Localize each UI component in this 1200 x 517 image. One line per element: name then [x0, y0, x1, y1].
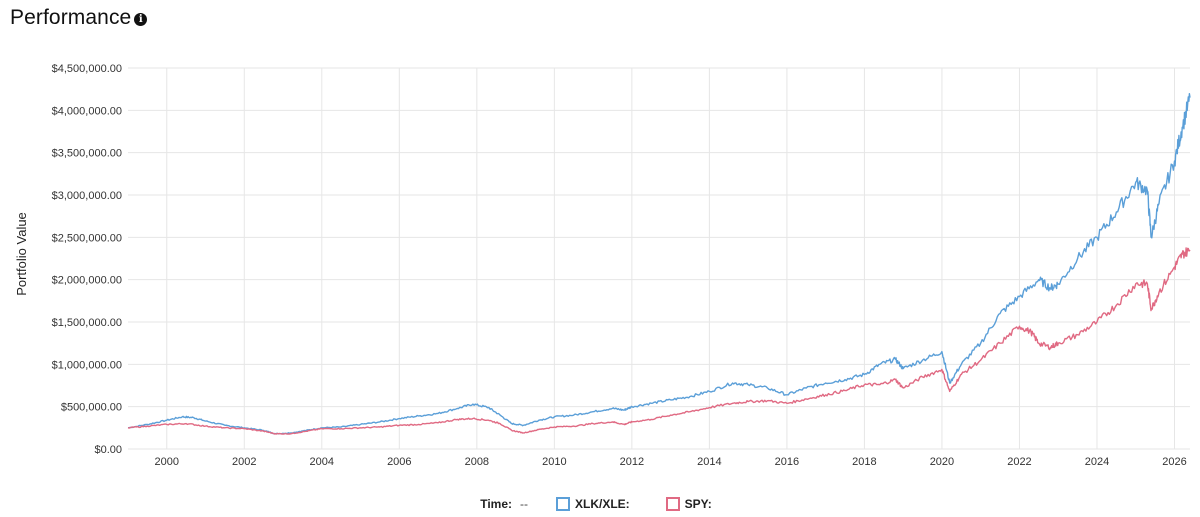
- legend-time-value: --: [520, 497, 528, 511]
- x-tick-label: 2014: [697, 456, 721, 468]
- legend-swatch-xlk-xle: [556, 497, 570, 511]
- x-tick-label: 2016: [775, 456, 799, 468]
- y-tick-label: $3,500,000.00: [52, 148, 122, 160]
- x-tick-label: 2026: [1162, 456, 1186, 468]
- y-axis-title: Portfolio Value: [14, 212, 29, 296]
- series-line-spy[interactable]: [127, 247, 1191, 435]
- y-tick-labels: $0.00 $500,000.00 $1,000,000.00 $1,500,000.…: [52, 63, 122, 456]
- y-tick-label: $0.00: [94, 444, 122, 456]
- y-tick-label: $500,000.00: [61, 402, 122, 414]
- x-tick-label: 2010: [542, 456, 566, 468]
- y-tick-label: $2,500,000.00: [52, 232, 122, 244]
- y-tick-label: $2,000,000.00: [52, 275, 122, 287]
- x-tick-label: 2022: [1007, 456, 1031, 468]
- x-tick-label: 2024: [1085, 456, 1109, 468]
- legend: Time: -- XLK/XLE: SPY:: [0, 497, 1200, 511]
- x-tick-label: 2008: [465, 456, 489, 468]
- legend-label-spy: SPY:: [684, 497, 712, 511]
- legend-item-xlk-xle[interactable]: XLK/XLE:: [556, 497, 638, 511]
- y-tick-label: $1,000,000.00: [52, 359, 122, 371]
- series-lines: [127, 93, 1191, 435]
- legend-item-spy[interactable]: SPY:: [665, 497, 720, 511]
- y-tick-label: $4,500,000.00: [52, 63, 122, 75]
- x-tick-label: 2020: [930, 456, 954, 468]
- y-gridlines: [128, 67, 1190, 450]
- legend-time: Time: --: [480, 497, 528, 511]
- x-tick-label: 2004: [310, 456, 334, 468]
- info-icon[interactable]: i: [134, 12, 148, 26]
- page-header: Performance i: [10, 6, 148, 30]
- series-line-xlk-xle[interactable]: [127, 93, 1191, 435]
- legend-time-label: Time:: [480, 497, 512, 511]
- x-tick-labels: 2000 2002 2004 2006 2008 2010 2012 2014 2016 2018…: [155, 456, 1187, 468]
- y-tick-label: $3,000,000.00: [52, 190, 122, 202]
- y-tick-label: $1,500,000.00: [52, 317, 122, 329]
- y-tick-label: $4,000,000.00: [52, 105, 122, 117]
- page-title: Performance: [10, 6, 132, 29]
- x-tick-label: 2002: [232, 456, 256, 468]
- x-tick-label: 2018: [852, 456, 876, 468]
- legend-swatch-spy: [665, 497, 680, 511]
- legend-label-xlk-xle: XLK/XLE:: [575, 497, 630, 511]
- x-tick-label: 2012: [620, 456, 644, 468]
- performance-chart: $0.00 $500,000.00 $1,000,000.00 $1,500,000.…: [14, 63, 1191, 468]
- x-tick-label: 2006: [387, 456, 411, 468]
- x-tick-label: 2000: [155, 456, 179, 468]
- x-gridlines: [166, 68, 1175, 449]
